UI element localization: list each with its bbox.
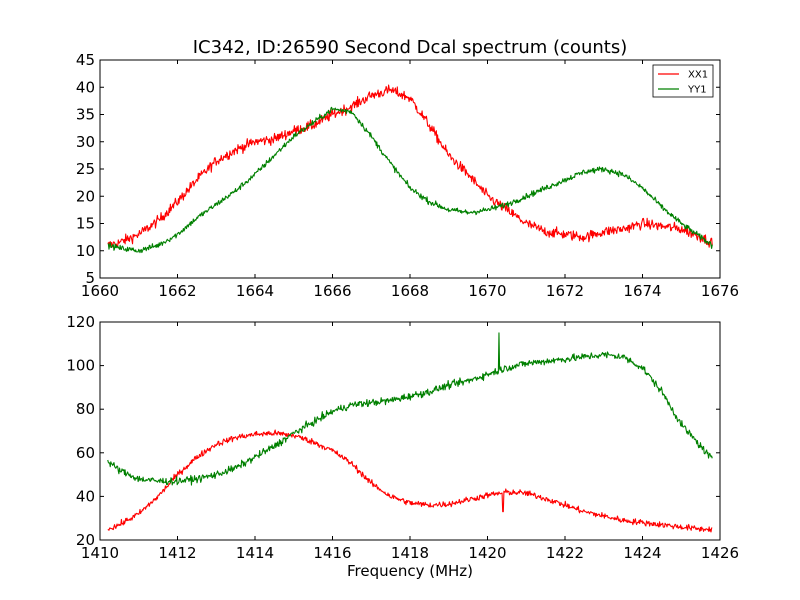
x-tick-label: 1670 xyxy=(468,282,506,300)
x-tick-label: 1410 xyxy=(81,544,119,562)
x-axis-label: Frequency (MHz) xyxy=(347,562,473,580)
panel-1: IC342, ID:26590 Second Dcal spectrum (co… xyxy=(76,37,739,300)
y-tick-label: 60 xyxy=(76,444,95,462)
x-tick-label: 1666 xyxy=(313,282,351,300)
chart-title: IC342, ID:26590 Second Dcal spectrum (co… xyxy=(193,37,627,58)
y-tick-label: 80 xyxy=(76,400,95,418)
y-tick-label: 100 xyxy=(66,357,95,375)
y-tick-label: 20 xyxy=(76,187,95,205)
x-tick-label: 1426 xyxy=(701,544,739,562)
x-tick-label: 1674 xyxy=(623,282,661,300)
legend-box xyxy=(652,64,714,98)
y-tick-label: 35 xyxy=(76,106,95,124)
y-tick-label: 25 xyxy=(76,160,95,178)
x-tick-label: 1668 xyxy=(391,282,429,300)
x-tick-label: 1412 xyxy=(158,544,196,562)
x-tick-label: 1676 xyxy=(701,282,739,300)
x-tick-label: 1420 xyxy=(468,544,506,562)
y-tick-label: 30 xyxy=(76,133,95,151)
y-tick-label: 120 xyxy=(66,313,95,331)
y-tick-label: 45 xyxy=(76,51,95,69)
y-tick-label: 40 xyxy=(76,487,95,505)
series-line-yy1 xyxy=(107,106,713,254)
x-tick-label: 1424 xyxy=(623,544,661,562)
y-tick-label: 15 xyxy=(76,215,95,233)
x-tick-label: 1414 xyxy=(236,544,274,562)
axes-frame xyxy=(99,59,721,279)
x-tick-label: 1672 xyxy=(546,282,584,300)
y-tick-label: 40 xyxy=(76,78,95,96)
x-tick-label: 1416 xyxy=(313,544,351,562)
panel-2: 1410 1412 1414 1416 1418 1420 1422 1424 1426 20 40… xyxy=(66,313,739,580)
series-group xyxy=(107,332,713,533)
x-tick-label: 1662 xyxy=(158,282,196,300)
series-group xyxy=(107,84,713,254)
legend-label-xx1: XX1 xyxy=(688,70,708,81)
x-tick-label: 1660 xyxy=(81,282,119,300)
x-tick-label: 1418 xyxy=(391,544,429,562)
series-line-xx1 xyxy=(107,429,713,533)
x-tick-label: 1422 xyxy=(546,544,584,562)
y-tick-label: 10 xyxy=(76,242,95,260)
axes-frame xyxy=(99,321,721,541)
legend-label-yy1: YY1 xyxy=(687,85,707,96)
x-tick-label: 1664 xyxy=(236,282,274,300)
series-line-yy1 xyxy=(107,332,713,486)
y-tick-label: 20 xyxy=(76,531,95,549)
series-line-xx1 xyxy=(107,84,713,248)
y-tick-label: 5 xyxy=(85,269,95,287)
